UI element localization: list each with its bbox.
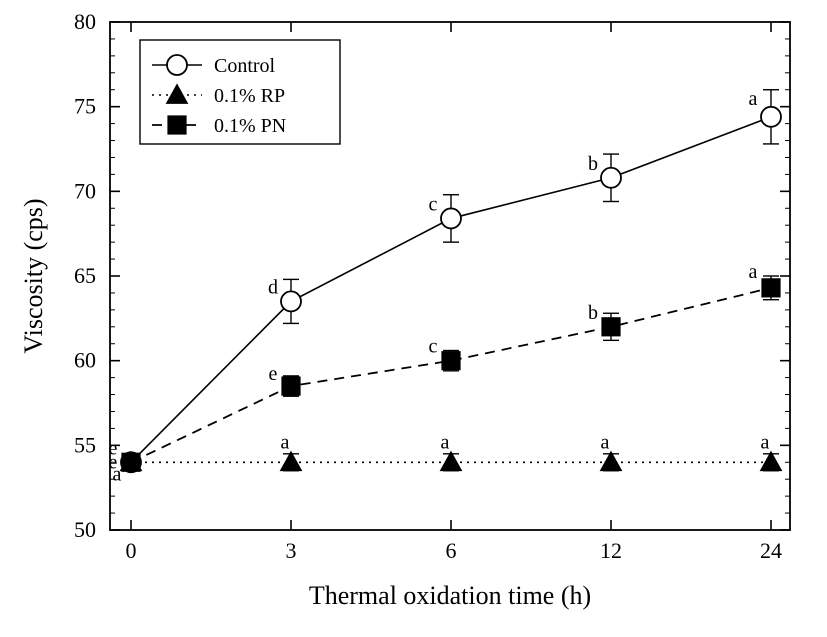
svg-text:50: 50 <box>74 517 96 542</box>
legend-label: 0.1% RP <box>214 85 285 107</box>
point-label: a <box>441 431 450 453</box>
svg-text:80: 80 <box>74 9 96 34</box>
point-label: b <box>588 153 598 175</box>
point-label: b <box>588 302 598 324</box>
point-label: e <box>269 363 278 385</box>
svg-text:12: 12 <box>600 538 622 563</box>
point-label: a <box>761 431 770 453</box>
legend-label: Control <box>214 55 276 77</box>
svg-text:75: 75 <box>74 94 96 119</box>
svg-text:24: 24 <box>760 538 782 563</box>
point-label: e <box>109 451 118 473</box>
viscosity-chart: 50 55 60 65 70 75 80 0 3 6 12 24 Viscosity (cps) Ther… <box>0 0 827 637</box>
x-axis-label: Thermal oxidation time (h) <box>309 581 591 610</box>
point-label: a <box>749 261 758 283</box>
svg-text:70: 70 <box>74 178 96 203</box>
point-label: a <box>601 431 610 453</box>
svg-text:3: 3 <box>286 538 297 563</box>
point-label: c <box>429 193 438 215</box>
point-label: a <box>749 88 758 110</box>
point-label: d <box>268 276 278 298</box>
svg-text:65: 65 <box>74 263 96 288</box>
point-label: a <box>281 431 290 453</box>
svg-text:55: 55 <box>74 432 96 457</box>
chart-svg: 50 55 60 65 70 75 80 0 3 6 12 24 Viscosity (cps) Ther… <box>0 0 827 637</box>
svg-text:0: 0 <box>126 538 137 563</box>
point-label: c <box>429 336 438 358</box>
series-0.1pct-RP: aaaaa <box>113 431 782 485</box>
legend-label: 0.1% PN <box>214 115 286 137</box>
svg-text:6: 6 <box>446 538 457 563</box>
legend: Control 0.1% RP 0.1% PN <box>140 40 340 144</box>
y-axis-label: Viscosity (cps) <box>19 198 48 353</box>
series-Control: e d c b a <box>109 88 781 472</box>
svg-text:60: 60 <box>74 348 96 373</box>
